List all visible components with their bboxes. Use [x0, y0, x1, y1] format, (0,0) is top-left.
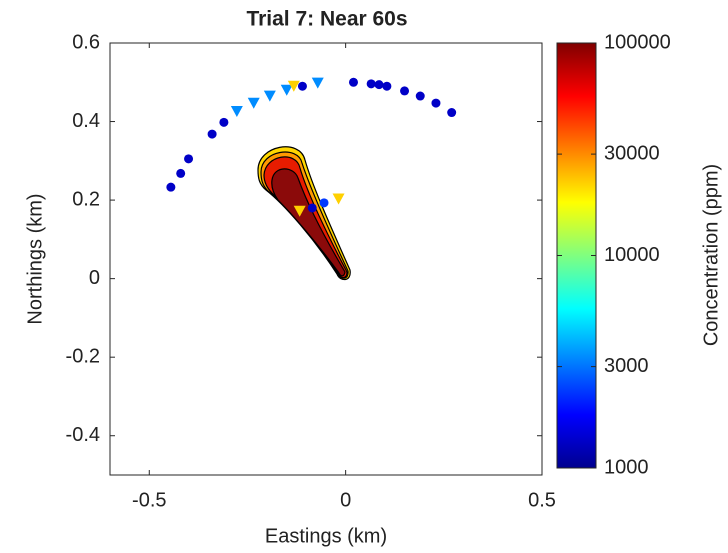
x-tick-label: 0: [340, 489, 351, 511]
colorbar-tick-label: 1000: [604, 456, 649, 478]
circle-point: [374, 80, 384, 90]
circle-point: [307, 203, 317, 213]
y-tick-label: 0.4: [72, 110, 100, 132]
colorbar-tick-label: 3000: [604, 355, 649, 377]
circle-point: [176, 168, 186, 178]
y-tick-label: 0.6: [72, 31, 100, 53]
plot-area: [109, 42, 543, 476]
triangle-point: [311, 77, 324, 89]
colorbar-label: Concentration (ppm): [700, 164, 722, 346]
y-axis-label: Northings (km): [24, 193, 46, 324]
triangle-point: [280, 84, 293, 96]
y-tick-label: 0.2: [72, 188, 100, 210]
circle-point: [207, 129, 217, 139]
circle-point: [366, 79, 376, 89]
chart-title: Trial 7: Near 60s: [246, 8, 407, 31]
circle-point: [297, 81, 307, 91]
circle-point: [447, 108, 457, 118]
circle-point: [219, 117, 229, 127]
colorbar-tick-label: 100000: [604, 31, 671, 53]
x-tick-label: -0.5: [132, 489, 166, 511]
circle-point: [415, 91, 425, 101]
colorbar: [556, 42, 597, 469]
triangle-point: [332, 193, 345, 205]
triangle-point: [247, 97, 260, 109]
y-tick-label: 0: [89, 267, 100, 289]
triangle-point: [263, 90, 276, 102]
y-tick-label: -0.2: [66, 345, 100, 367]
colorbar-tick-label: 10000: [604, 244, 660, 266]
triangle-point: [230, 105, 243, 117]
colorbar-tick-label: 30000: [604, 142, 660, 164]
circle-point: [400, 86, 410, 96]
circle-point: [166, 182, 176, 192]
triangle-point: [287, 80, 300, 92]
triangle-point: [293, 205, 306, 217]
y-tick-label: -0.4: [66, 424, 100, 446]
circle-point: [319, 198, 329, 208]
x-axis-label: Eastings (km): [265, 525, 387, 547]
plume: [257, 146, 351, 281]
x-tick-label: 0.5: [528, 489, 556, 511]
circle-point: [431, 98, 441, 108]
circle-point: [348, 77, 358, 87]
circle-point: [382, 81, 392, 91]
circle-point: [184, 154, 194, 164]
